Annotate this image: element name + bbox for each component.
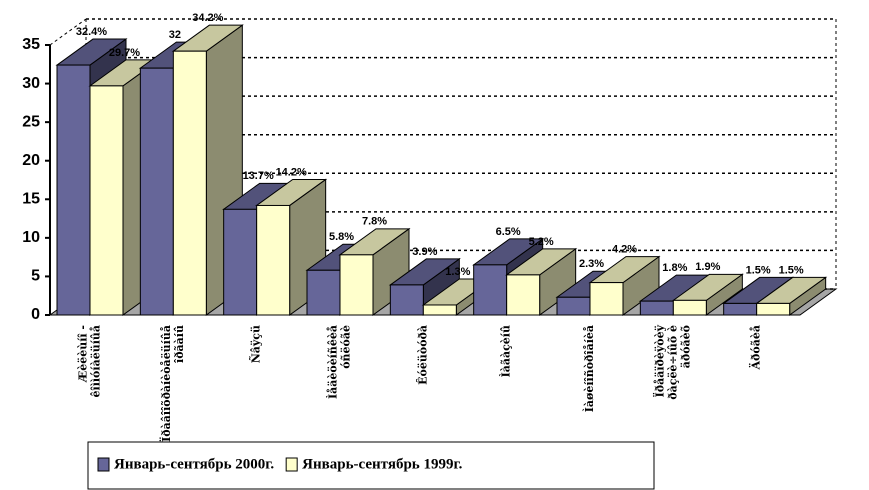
- legend-swatch: [97, 457, 110, 472]
- y-tick-label: 35: [22, 36, 40, 53]
- value-label: 1.8%: [662, 262, 687, 274]
- bar-front: [672, 299, 707, 316]
- legend-label: Январь-сентябрь 1999г.: [302, 456, 462, 472]
- x-tick-label: Ìåäèöèíñêèå: [326, 325, 340, 399]
- x-tick-label: êîììóíàëüíûå: [90, 325, 103, 397]
- bar-front: [589, 282, 624, 316]
- y-tick-label: 15: [22, 191, 40, 208]
- value-label: 6.5%: [496, 226, 521, 238]
- bar-front: [556, 296, 591, 316]
- x-tick-label: äðóãèõ: [679, 325, 692, 368]
- value-label: 4.2%: [612, 244, 637, 256]
- x-tick-label: Ñâÿçü: [249, 325, 263, 363]
- y-tick-label: 5: [31, 268, 40, 285]
- value-label: 32: [169, 29, 181, 41]
- bar: [255, 178, 328, 316]
- value-label: 1.3%: [445, 266, 470, 278]
- wall-top-edge: [49, 18, 87, 46]
- bar: [755, 276, 828, 316]
- y-tick-label: 0: [31, 306, 40, 323]
- value-label: 1.5%: [746, 264, 771, 276]
- bar: [338, 227, 411, 316]
- bar-front: [723, 302, 758, 316]
- value-label: 34.2%: [192, 12, 223, 24]
- value-label: 1.9%: [695, 261, 720, 273]
- value-label: 1.5%: [779, 264, 804, 276]
- bar-front: [56, 64, 91, 316]
- legend-swatch: [285, 457, 298, 472]
- bar-front: [139, 67, 174, 316]
- bar-front: [172, 50, 207, 316]
- bar-front: [223, 208, 258, 316]
- x-tick-label: ðàçëè÷íûõ è: [666, 325, 679, 400]
- bar-front: [506, 274, 541, 316]
- bar-front: [473, 264, 508, 316]
- bar-front: [639, 300, 674, 316]
- x-tick-label: óñëóãè: [340, 325, 353, 369]
- x-tick-label: Ìàøèíîñòðîåíèå: [582, 325, 596, 412]
- legend-box: [87, 441, 655, 490]
- bar-front: [256, 204, 291, 316]
- bar-front: [306, 269, 341, 316]
- bar-front: [756, 302, 791, 316]
- bar-front: [339, 254, 374, 316]
- bar-front: [422, 304, 457, 316]
- value-label: 7.8%: [362, 216, 387, 228]
- y-tick-label: 10: [22, 229, 40, 246]
- bar: [588, 255, 661, 316]
- x-tick-label: Ìàãàçèíû: [499, 325, 513, 377]
- x-tick-label: Æèëèùíî -: [77, 325, 90, 383]
- bar-front: [89, 85, 124, 316]
- value-label: 32.4%: [76, 26, 107, 38]
- y-tick-label: 20: [22, 152, 40, 169]
- x-tick-label: Ïðàâîîõðàíèòåëüíûå: [159, 325, 173, 442]
- value-label: 13.7%: [243, 170, 274, 182]
- value-label: 29.7%: [109, 47, 140, 59]
- legend-label: Январь-сентябрь 2000г.: [114, 456, 274, 472]
- value-label: 3.9%: [412, 246, 437, 258]
- x-tick-label: Êóëüòóðà: [415, 325, 429, 385]
- y-tick-label: 25: [22, 113, 40, 130]
- y-tick-label: 30: [22, 75, 40, 92]
- value-label: 14.2%: [276, 166, 307, 178]
- x-tick-label: Äðóãèå: [749, 325, 763, 370]
- value-label: 5.8%: [329, 231, 354, 243]
- value-label: 2.3%: [579, 258, 604, 270]
- bar-front: [389, 284, 424, 316]
- bar: [671, 273, 744, 316]
- value-label: 5.2%: [529, 236, 554, 248]
- x-tick-label: Ïðåäïðèÿòèÿ: [652, 324, 666, 397]
- x-tick-label: îðãàíû: [173, 325, 186, 363]
